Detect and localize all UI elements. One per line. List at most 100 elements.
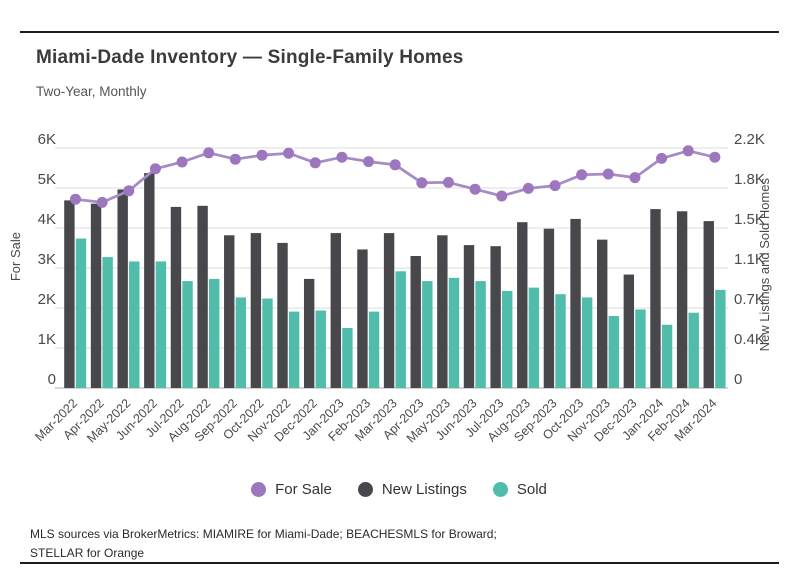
for-sale-point[interactable] [70, 193, 81, 205]
for-sale-point[interactable] [416, 177, 428, 189]
right-axis-tick-label: 1.8K [734, 171, 765, 188]
for-sale-point[interactable] [709, 151, 721, 163]
legend-marker-circle [357, 482, 373, 497]
for-sale-point[interactable] [549, 180, 561, 192]
for-sale-point[interactable] [682, 145, 694, 157]
bar-new-listings[interactable] [250, 233, 262, 388]
bar-new-listings[interactable] [703, 221, 714, 388]
bar-sold[interactable] [262, 298, 273, 388]
bar-new-listings[interactable] [277, 242, 288, 388]
for-sale-point[interactable] [309, 157, 321, 169]
bar-new-listings[interactable] [144, 173, 155, 388]
top-divider [20, 31, 779, 33]
left-axis-tick-label: 1K [38, 331, 56, 348]
for-sale-point[interactable] [229, 153, 241, 165]
legend-item-new-listings[interactable]: New Listings [357, 481, 467, 498]
right-axis-tick-label: 0 [734, 371, 742, 388]
bar-sold[interactable] [688, 312, 699, 388]
chart-legend: For Sale New Listings Sold [0, 481, 798, 498]
bar-sold[interactable] [502, 290, 513, 388]
for-sale-point[interactable] [149, 163, 161, 175]
legend-item-sold[interactable]: Sold [492, 481, 547, 498]
bar-sold[interactable] [209, 278, 220, 388]
bar-new-listings[interactable] [197, 205, 208, 388]
bar-new-listings[interactable] [330, 233, 341, 388]
bar-sold[interactable] [75, 238, 87, 388]
right-axis-tick-label: 0.7K [734, 291, 765, 308]
right-axis-tick-label: 1.5K [734, 211, 765, 228]
for-sale-point[interactable] [283, 147, 295, 159]
for-sale-point[interactable] [469, 183, 481, 195]
bar-new-listings[interactable] [90, 203, 102, 388]
for-sale-point[interactable] [389, 159, 401, 171]
for-sale-point[interactable] [576, 169, 588, 181]
for-sale-point[interactable] [656, 152, 668, 164]
bar-new-listings[interactable] [597, 239, 608, 388]
bar-new-listings[interactable] [543, 228, 555, 388]
for-sale-point[interactable] [522, 182, 534, 194]
legend-label: For Sale [275, 481, 332, 498]
bar-sold[interactable] [661, 324, 673, 388]
for-sale-point[interactable] [602, 168, 614, 180]
for-sale-point[interactable] [203, 147, 215, 159]
legend-marker-circle [251, 482, 267, 497]
for-sale-point[interactable] [442, 176, 454, 188]
bar-sold[interactable] [315, 310, 326, 388]
bar-sold[interactable] [395, 271, 406, 388]
bar-new-listings[interactable] [623, 274, 635, 388]
bar-sold[interactable] [368, 311, 380, 388]
left-axis-tick-label: 4K [38, 211, 56, 228]
legend-item-for-sale[interactable]: For Sale [251, 481, 332, 498]
left-axis-tick-label: 2K [38, 291, 56, 308]
for-sale-point[interactable] [336, 151, 348, 163]
bar-sold[interactable] [129, 261, 140, 388]
bar-new-listings[interactable] [383, 233, 395, 388]
for-sale-point[interactable] [363, 156, 375, 168]
for-sale-line [75, 149, 716, 204]
bar-sold[interactable] [102, 257, 113, 388]
left-axis-tick-label: 3K [38, 251, 56, 268]
bar-new-listings[interactable] [570, 218, 581, 388]
for-sale-point[interactable] [123, 185, 135, 197]
bar-new-listings[interactable] [463, 245, 475, 388]
bar-sold[interactable] [635, 309, 646, 388]
bar-new-listings[interactable] [437, 235, 448, 388]
bar-sold[interactable] [235, 297, 247, 388]
bar-sold[interactable] [715, 289, 726, 388]
bar-sold[interactable] [182, 281, 193, 388]
bar-sold[interactable] [581, 297, 593, 388]
bar-sold[interactable] [555, 294, 566, 388]
bar-sold[interactable] [528, 287, 540, 388]
bar-new-listings[interactable] [224, 235, 235, 388]
bar-sold[interactable] [422, 281, 433, 388]
bar-sold[interactable] [155, 261, 167, 388]
source-note-line2: STELLAR for Orange [30, 546, 145, 560]
bar-new-listings[interactable] [117, 189, 128, 388]
for-sale-point[interactable] [176, 156, 188, 168]
for-sale-point[interactable] [629, 172, 641, 184]
for-sale-point[interactable] [256, 149, 268, 161]
bar-sold[interactable] [608, 316, 619, 388]
source-note-line1: MLS sources via BrokerMetrics: MIAMIRE f… [30, 527, 497, 541]
bar-new-listings[interactable] [517, 222, 528, 388]
bar-new-listings[interactable] [410, 256, 421, 388]
right-axis-tick-label: 1.1K [734, 251, 765, 268]
right-axis-tick-label: 2.2K [734, 131, 765, 148]
bar-sold[interactable] [342, 328, 353, 388]
bar-new-listings[interactable] [303, 278, 315, 388]
left-axis-tick-label: 0 [48, 371, 56, 388]
bar-sold[interactable] [448, 277, 460, 388]
bar-new-listings[interactable] [650, 209, 661, 388]
bar-new-listings[interactable] [357, 249, 368, 388]
for-sale-point[interactable] [496, 190, 508, 202]
bar-new-listings[interactable] [490, 246, 501, 388]
bar-sold[interactable] [475, 281, 486, 388]
bar-new-listings[interactable] [676, 211, 688, 388]
bar-sold[interactable] [288, 311, 300, 388]
bar-new-listings[interactable] [170, 206, 182, 388]
bar-new-listings[interactable] [64, 200, 75, 388]
chart-title: Miami-Dade Inventory — Single-Family Hom… [36, 47, 464, 68]
for-sale-point[interactable] [96, 196, 108, 208]
